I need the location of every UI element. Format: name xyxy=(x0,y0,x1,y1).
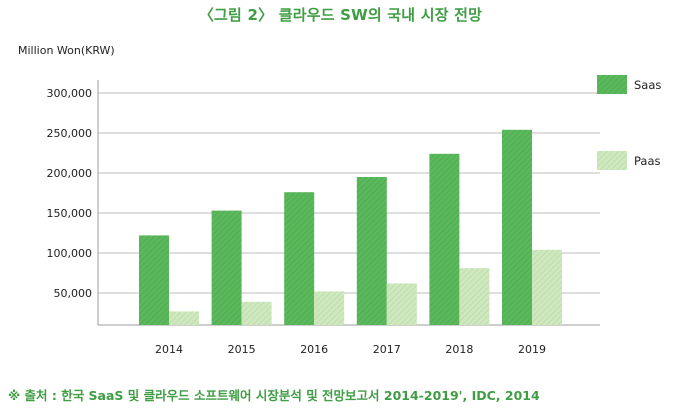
x-tick-label: 2017 xyxy=(373,343,401,356)
source-note: ※ 출처 : 한국 SaaS 및 클라우드 소프트웨어 시장분석 및 전망보고서… xyxy=(8,388,540,403)
x-tick-label: 2016 xyxy=(300,343,328,356)
x-tick-label: 2018 xyxy=(445,343,473,356)
y-tick-label: 150,000 xyxy=(47,207,93,220)
bar-saas-2016 xyxy=(284,192,315,325)
bar-paas-2018 xyxy=(459,268,490,325)
bar-saas-2014 xyxy=(139,235,169,325)
bar-paas-2019 xyxy=(532,249,562,325)
x-tick-label: 2014 xyxy=(155,343,183,356)
bar-saas-2017 xyxy=(356,177,387,325)
legend-swatch-saas xyxy=(597,75,627,94)
bar-saas-2018 xyxy=(429,153,460,325)
chart-title: 〈그림 2〉 클라우드 SW의 국내 시장 전망 xyxy=(198,6,483,24)
legend: Saas Paas xyxy=(597,75,661,170)
y-tick-label: 300,000 xyxy=(47,87,93,100)
y-tick-label: 100,000 xyxy=(47,247,93,260)
bars xyxy=(139,129,562,325)
x-axis-ticks: 2014 2015 2016 2017 2018 2019 xyxy=(155,343,546,356)
legend-label-saas: Saas xyxy=(634,78,661,92)
legend-swatch-paas xyxy=(597,151,627,170)
bar-paas-2017 xyxy=(386,283,417,325)
y-axis-label: Million Won(KRW) xyxy=(18,44,115,57)
y-tick-label: 50,000 xyxy=(54,287,93,300)
y-tick-label: 250,000 xyxy=(47,127,93,140)
bar-paas-2016 xyxy=(314,291,345,325)
y-axis-ticks: 50,000 100,000 150,000 200,000 250,000 300,00… xyxy=(47,87,93,300)
bar-saas-2015 xyxy=(211,210,242,325)
bar-paas-2015 xyxy=(241,301,272,325)
bar-paas-2014 xyxy=(169,311,199,325)
legend-label-paas: Paas xyxy=(634,154,661,168)
bar-saas-2019 xyxy=(502,129,532,325)
x-tick-label: 2015 xyxy=(228,343,256,356)
y-tick-label: 200,000 xyxy=(47,167,93,180)
x-tick-label: 2019 xyxy=(518,343,546,356)
